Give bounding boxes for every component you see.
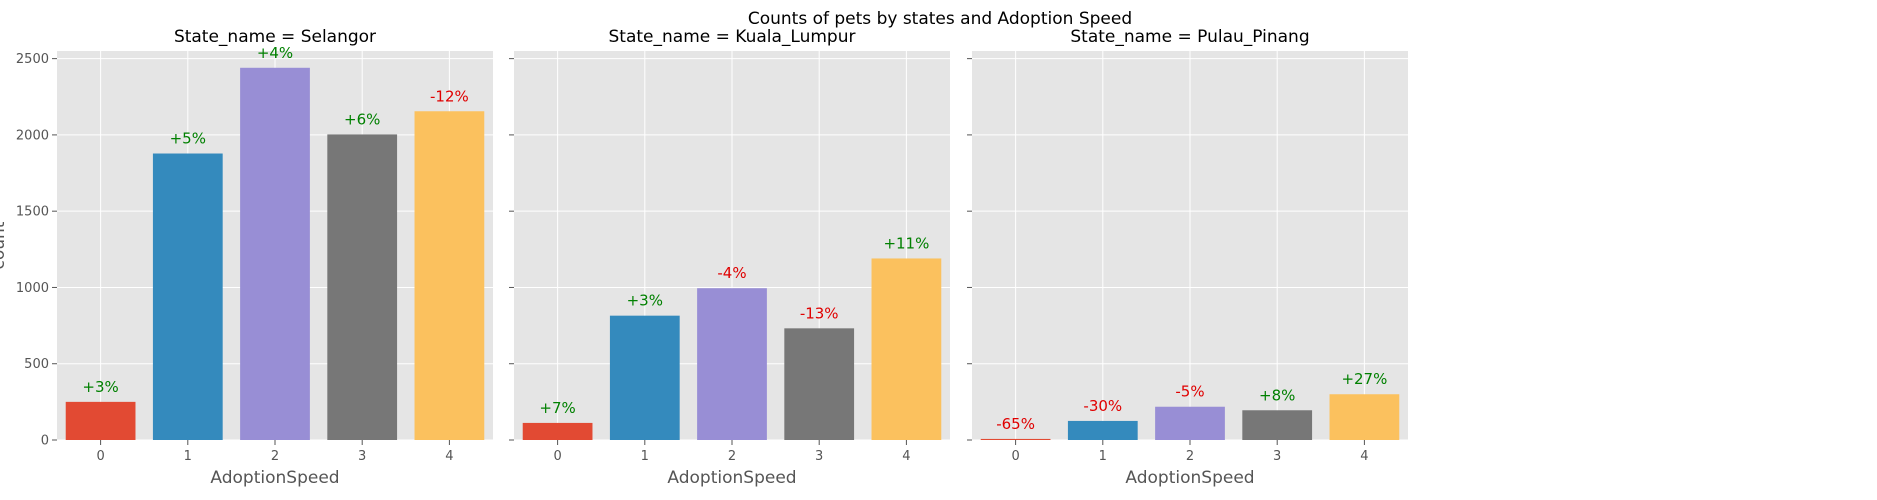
bar-annotation: -4%	[717, 264, 746, 282]
x-tick-label: 2	[1186, 449, 1194, 464]
bar-4	[1329, 394, 1400, 440]
y-tick-label: 500	[24, 357, 49, 372]
bar-3	[1242, 410, 1313, 440]
facet-panel-2: -65% 0 -30% 1 -5% 2 +8% 3 +27% 4 State_name = Pula…	[967, 27, 1408, 488]
x-tick-label: 1	[184, 449, 192, 464]
bar-0	[980, 438, 1051, 440]
bar-2	[697, 288, 767, 440]
x-tick-label: 0	[553, 449, 561, 464]
bar-2	[1155, 406, 1225, 440]
bar-annotation: +7%	[539, 399, 575, 417]
bar-annotation: -13%	[800, 304, 839, 322]
x-tick-label: 3	[815, 449, 823, 464]
x-tick-label: 2	[271, 449, 279, 464]
x-tick-label: 1	[1099, 449, 1107, 464]
x-axis-label: AdoptionSpeed	[667, 468, 796, 488]
bar-3	[327, 134, 398, 440]
x-tick-label: 4	[902, 449, 910, 464]
bar-annotation: -5%	[1175, 383, 1204, 401]
x-tick-label: 1	[641, 449, 649, 464]
bar-2	[240, 67, 310, 440]
bar-annotation: -65%	[996, 415, 1035, 433]
facet-title: State_name = Pulau_Pinang	[1070, 27, 1309, 47]
facet-title: State_name = Kuala_Lumpur	[609, 27, 856, 47]
facets-container: 0 500 1000 1500 2000 2500 +3% 0 +5% 1 +4% 2 +6% 3 -12%…	[0, 27, 1408, 488]
bar-annotation: +3%	[627, 292, 663, 310]
y-tick-label: 1000	[16, 281, 49, 296]
x-tick-label: 4	[445, 449, 453, 464]
bar-1	[1067, 420, 1138, 440]
chart-title: Counts of pets by states and Adoption Sp…	[748, 9, 1132, 29]
facet-title: State_name = Selangor	[174, 27, 376, 47]
facet-panel-0: 0 500 1000 1500 2000 2500 +3% 0 +5% 1 +4% 2 +6% 3 -12%…	[16, 27, 493, 488]
bar-4	[871, 258, 942, 440]
x-tick-label: 0	[1011, 449, 1019, 464]
y-axis-label: count	[0, 221, 9, 269]
y-tick-label: 2000	[16, 128, 49, 143]
bar-annotation: +4%	[257, 44, 293, 62]
x-tick-label: 0	[96, 449, 104, 464]
x-tick-label: 3	[358, 449, 366, 464]
bar-annotation: +5%	[170, 130, 206, 148]
bar-annotation: -12%	[430, 87, 469, 105]
y-tick-label: 0	[41, 434, 49, 449]
bar-4	[414, 111, 485, 440]
x-tick-label: 2	[728, 449, 736, 464]
bar-3	[784, 328, 855, 440]
y-tick-label: 2500	[16, 52, 49, 67]
x-axis-label: AdoptionSpeed	[210, 468, 339, 488]
bar-annotation: +27%	[1341, 370, 1387, 388]
x-tick-label: 4	[1360, 449, 1368, 464]
y-tick-label: 1500	[16, 205, 49, 220]
bar-annotation: +6%	[344, 110, 380, 128]
bar-0	[522, 422, 593, 440]
bar-0	[65, 401, 136, 440]
facet-panel-1: +7% 0 +3% 1 -4% 2 -13% 3 +11% 4 State_name = Kuala…	[509, 27, 950, 488]
bar-annotation: +3%	[82, 378, 118, 396]
bar-1	[152, 153, 223, 440]
bar-annotation: -30%	[1083, 397, 1122, 415]
x-tick-label: 3	[1273, 449, 1281, 464]
bar-1	[609, 315, 680, 440]
bar-annotation: +11%	[883, 234, 929, 252]
bar-annotation: +8%	[1259, 386, 1295, 404]
x-axis-label: AdoptionSpeed	[1125, 468, 1254, 488]
